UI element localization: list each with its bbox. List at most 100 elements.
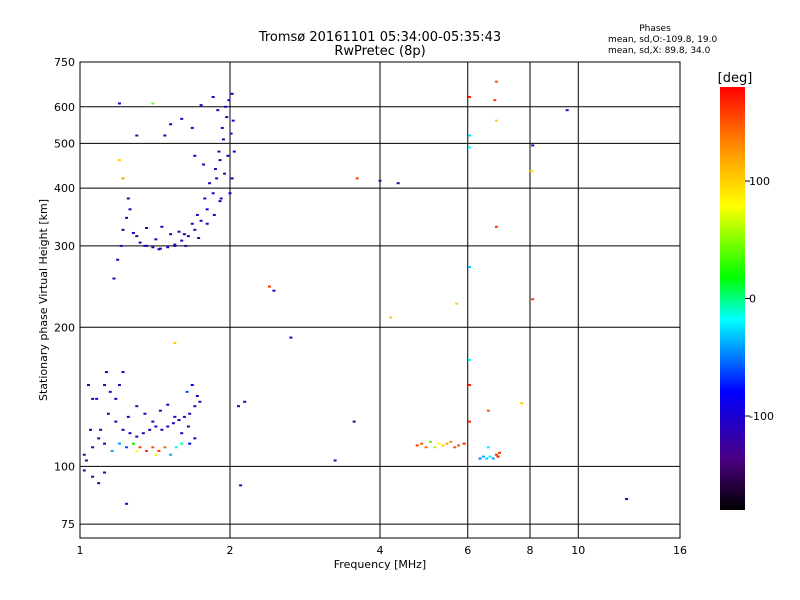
data-point — [218, 200, 222, 203]
data-point — [128, 208, 132, 211]
data-point — [99, 428, 103, 431]
y-tick-label: 100 — [54, 460, 75, 473]
data-point — [227, 99, 231, 102]
data-point — [148, 428, 152, 431]
data-point — [213, 168, 217, 171]
data-point — [186, 425, 190, 428]
colorbar-tick-label: 0 — [749, 293, 756, 306]
data-point — [177, 419, 181, 422]
data-point — [173, 415, 177, 418]
data-point — [420, 442, 424, 445]
data-point — [193, 154, 197, 157]
data-point — [117, 442, 121, 445]
data-point — [230, 92, 234, 95]
data-point — [151, 246, 155, 249]
y-tick-label: 400 — [54, 182, 75, 195]
data-point — [453, 446, 457, 449]
x-tick-label: 6 — [464, 544, 471, 557]
y-tick-label: 200 — [54, 321, 75, 334]
data-point — [193, 228, 197, 231]
data-point — [445, 442, 449, 445]
data-point — [145, 449, 149, 452]
data-point — [110, 449, 114, 452]
stats-x-line: mean, sd,X: 89.8, 34.0 — [608, 46, 711, 56]
data-point — [121, 371, 125, 374]
stats-heading: Phases — [639, 24, 671, 34]
data-point — [89, 428, 93, 431]
data-point — [491, 457, 495, 460]
data-point — [119, 244, 123, 247]
axis-ticks: 1 2 4 6 8 10 16 75 100 200 300 400 500 600 750 — [54, 56, 687, 557]
data-point — [199, 104, 203, 107]
data-point — [173, 341, 177, 344]
data-point — [498, 451, 502, 454]
data-point — [215, 177, 219, 180]
data-point — [121, 177, 125, 180]
data-point — [97, 482, 101, 485]
data-point — [226, 154, 230, 157]
data-point — [169, 123, 173, 126]
data-point — [230, 177, 234, 180]
data-point — [485, 457, 489, 460]
data-point — [151, 102, 155, 105]
data-point — [135, 235, 139, 238]
data-point — [433, 446, 437, 449]
data-point — [203, 197, 207, 200]
data-point — [219, 197, 223, 200]
data-point — [468, 358, 472, 361]
data-point — [135, 134, 139, 137]
data-point — [531, 144, 535, 147]
data-point — [163, 446, 167, 449]
data-point — [211, 192, 215, 195]
data-point — [182, 233, 186, 236]
data-point — [220, 126, 224, 129]
data-point — [236, 405, 240, 408]
data-point — [158, 409, 162, 412]
y-axis-label: Stationary phase Virtual Height [km] — [37, 199, 50, 401]
data-point — [216, 109, 220, 112]
data-point — [225, 116, 229, 119]
data-point — [468, 146, 472, 149]
data-point — [82, 469, 86, 472]
data-point — [199, 219, 203, 222]
data-point — [494, 453, 498, 456]
data-point — [289, 336, 293, 339]
data-point — [190, 384, 194, 387]
data-point — [171, 422, 175, 425]
data-point — [108, 390, 112, 393]
data-point — [180, 442, 184, 445]
data-point — [185, 390, 189, 393]
y-tick-label: 600 — [54, 101, 75, 114]
data-point — [104, 371, 108, 374]
data-point — [135, 435, 139, 438]
data-point — [468, 420, 472, 423]
y-tick-label: 75 — [61, 518, 75, 531]
data-point — [232, 150, 236, 153]
data-point — [486, 446, 490, 449]
data-point — [243, 400, 247, 403]
data-point — [190, 126, 194, 129]
data-point — [151, 446, 155, 449]
data-point — [125, 216, 129, 219]
data-point — [205, 208, 209, 211]
colorbar-tick-label: 100 — [749, 175, 770, 188]
data-point — [493, 99, 497, 102]
data-point — [117, 384, 121, 387]
data-point — [126, 197, 130, 200]
data-point — [352, 420, 356, 423]
data-point — [186, 235, 190, 238]
data-points — [82, 80, 629, 505]
data-point — [396, 182, 400, 185]
data-point — [117, 159, 121, 162]
data-point — [157, 248, 161, 251]
data-point — [154, 238, 158, 241]
data-point — [157, 449, 161, 452]
data-point — [229, 132, 233, 135]
data-point — [333, 459, 337, 462]
data-point — [145, 244, 149, 247]
x-tick-label: 10 — [571, 544, 585, 557]
data-point — [169, 233, 173, 236]
colorbar-tick-label: -100 — [749, 410, 774, 423]
data-point — [208, 182, 212, 185]
